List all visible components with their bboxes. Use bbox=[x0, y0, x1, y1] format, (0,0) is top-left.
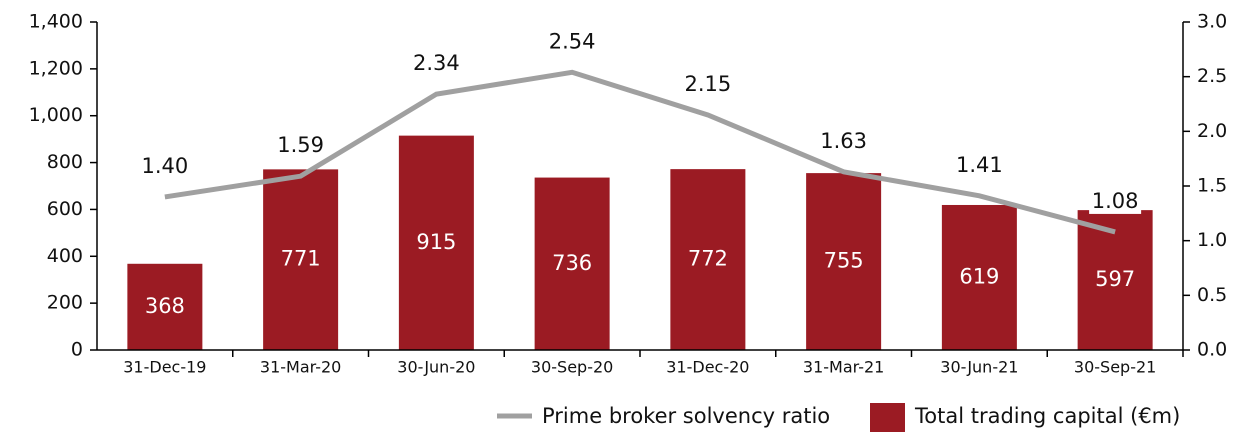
line-value-label: 2.34 bbox=[413, 51, 460, 75]
y-tick-label: 200 bbox=[47, 292, 83, 314]
bar bbox=[670, 169, 746, 350]
y2-tick-label: 2.0 bbox=[1197, 120, 1227, 142]
bar bbox=[263, 169, 339, 350]
y2-tick-label: 0.5 bbox=[1197, 284, 1227, 306]
bar bbox=[941, 204, 1017, 350]
line-value-label: 2.54 bbox=[549, 29, 596, 53]
line bbox=[164, 69, 1116, 235]
bar bbox=[398, 135, 474, 350]
y2-tick-label: 1.5 bbox=[1197, 175, 1227, 197]
y-tick-label: 1,000 bbox=[29, 104, 83, 126]
x-tick-label: 30-Sep-20 bbox=[531, 358, 613, 377]
y-tick-label: 400 bbox=[47, 245, 83, 267]
bar-value-label: 619 bbox=[959, 264, 999, 288]
y2-tick-label: 3.0 bbox=[1197, 11, 1227, 33]
y-tick-label: 600 bbox=[47, 198, 83, 220]
x-tick-label: 31-Mar-20 bbox=[260, 358, 341, 377]
y2-tick-label: 0.0 bbox=[1197, 339, 1227, 361]
bar bbox=[534, 177, 610, 350]
x-tick-label: 31-Dec-20 bbox=[666, 358, 749, 377]
legend-label: Total trading capital (€m) bbox=[914, 404, 1180, 428]
line-value-label: 1.59 bbox=[277, 133, 324, 157]
bar-value-label: 597 bbox=[1095, 267, 1135, 291]
legend-label: Prime broker solvency ratio bbox=[542, 404, 830, 428]
bar bbox=[806, 173, 882, 350]
bar-value-label: 915 bbox=[416, 230, 456, 254]
bar bbox=[1077, 210, 1153, 350]
bar-value-label: 755 bbox=[824, 249, 864, 273]
bar-value-label: 736 bbox=[552, 251, 592, 275]
line-value-label: 1.40 bbox=[141, 154, 188, 178]
line-value-label: 2.15 bbox=[684, 72, 731, 96]
line-value-label: 1.08 bbox=[1092, 189, 1139, 213]
y-tick-label: 800 bbox=[47, 151, 83, 173]
label-background bbox=[1089, 189, 1142, 214]
bar-value-label: 771 bbox=[281, 247, 321, 271]
line-value-label: 1.41 bbox=[956, 153, 1003, 177]
x-tick-label: 31-Mar-21 bbox=[803, 358, 884, 377]
x-tick-label: 30-Jun-21 bbox=[940, 358, 1018, 377]
y-tick-label: 0 bbox=[71, 339, 83, 361]
legend-bar-swatch bbox=[870, 403, 905, 432]
y2-tick-label: 2.5 bbox=[1197, 65, 1227, 87]
y-tick-label: 1,400 bbox=[29, 11, 83, 33]
x-tick-label: 30-Sep-21 bbox=[1074, 358, 1156, 377]
bar-value-label: 368 bbox=[145, 294, 185, 318]
x-tick-label: 31-Dec-19 bbox=[123, 358, 206, 377]
y-tick-label: 1,200 bbox=[29, 57, 83, 79]
bar-value-label: 772 bbox=[688, 247, 728, 271]
y2-tick-label: 1.0 bbox=[1197, 229, 1227, 251]
bar bbox=[127, 263, 203, 350]
x-tick-label: 30-Jun-20 bbox=[397, 358, 475, 377]
line-value-label: 1.63 bbox=[820, 129, 867, 153]
